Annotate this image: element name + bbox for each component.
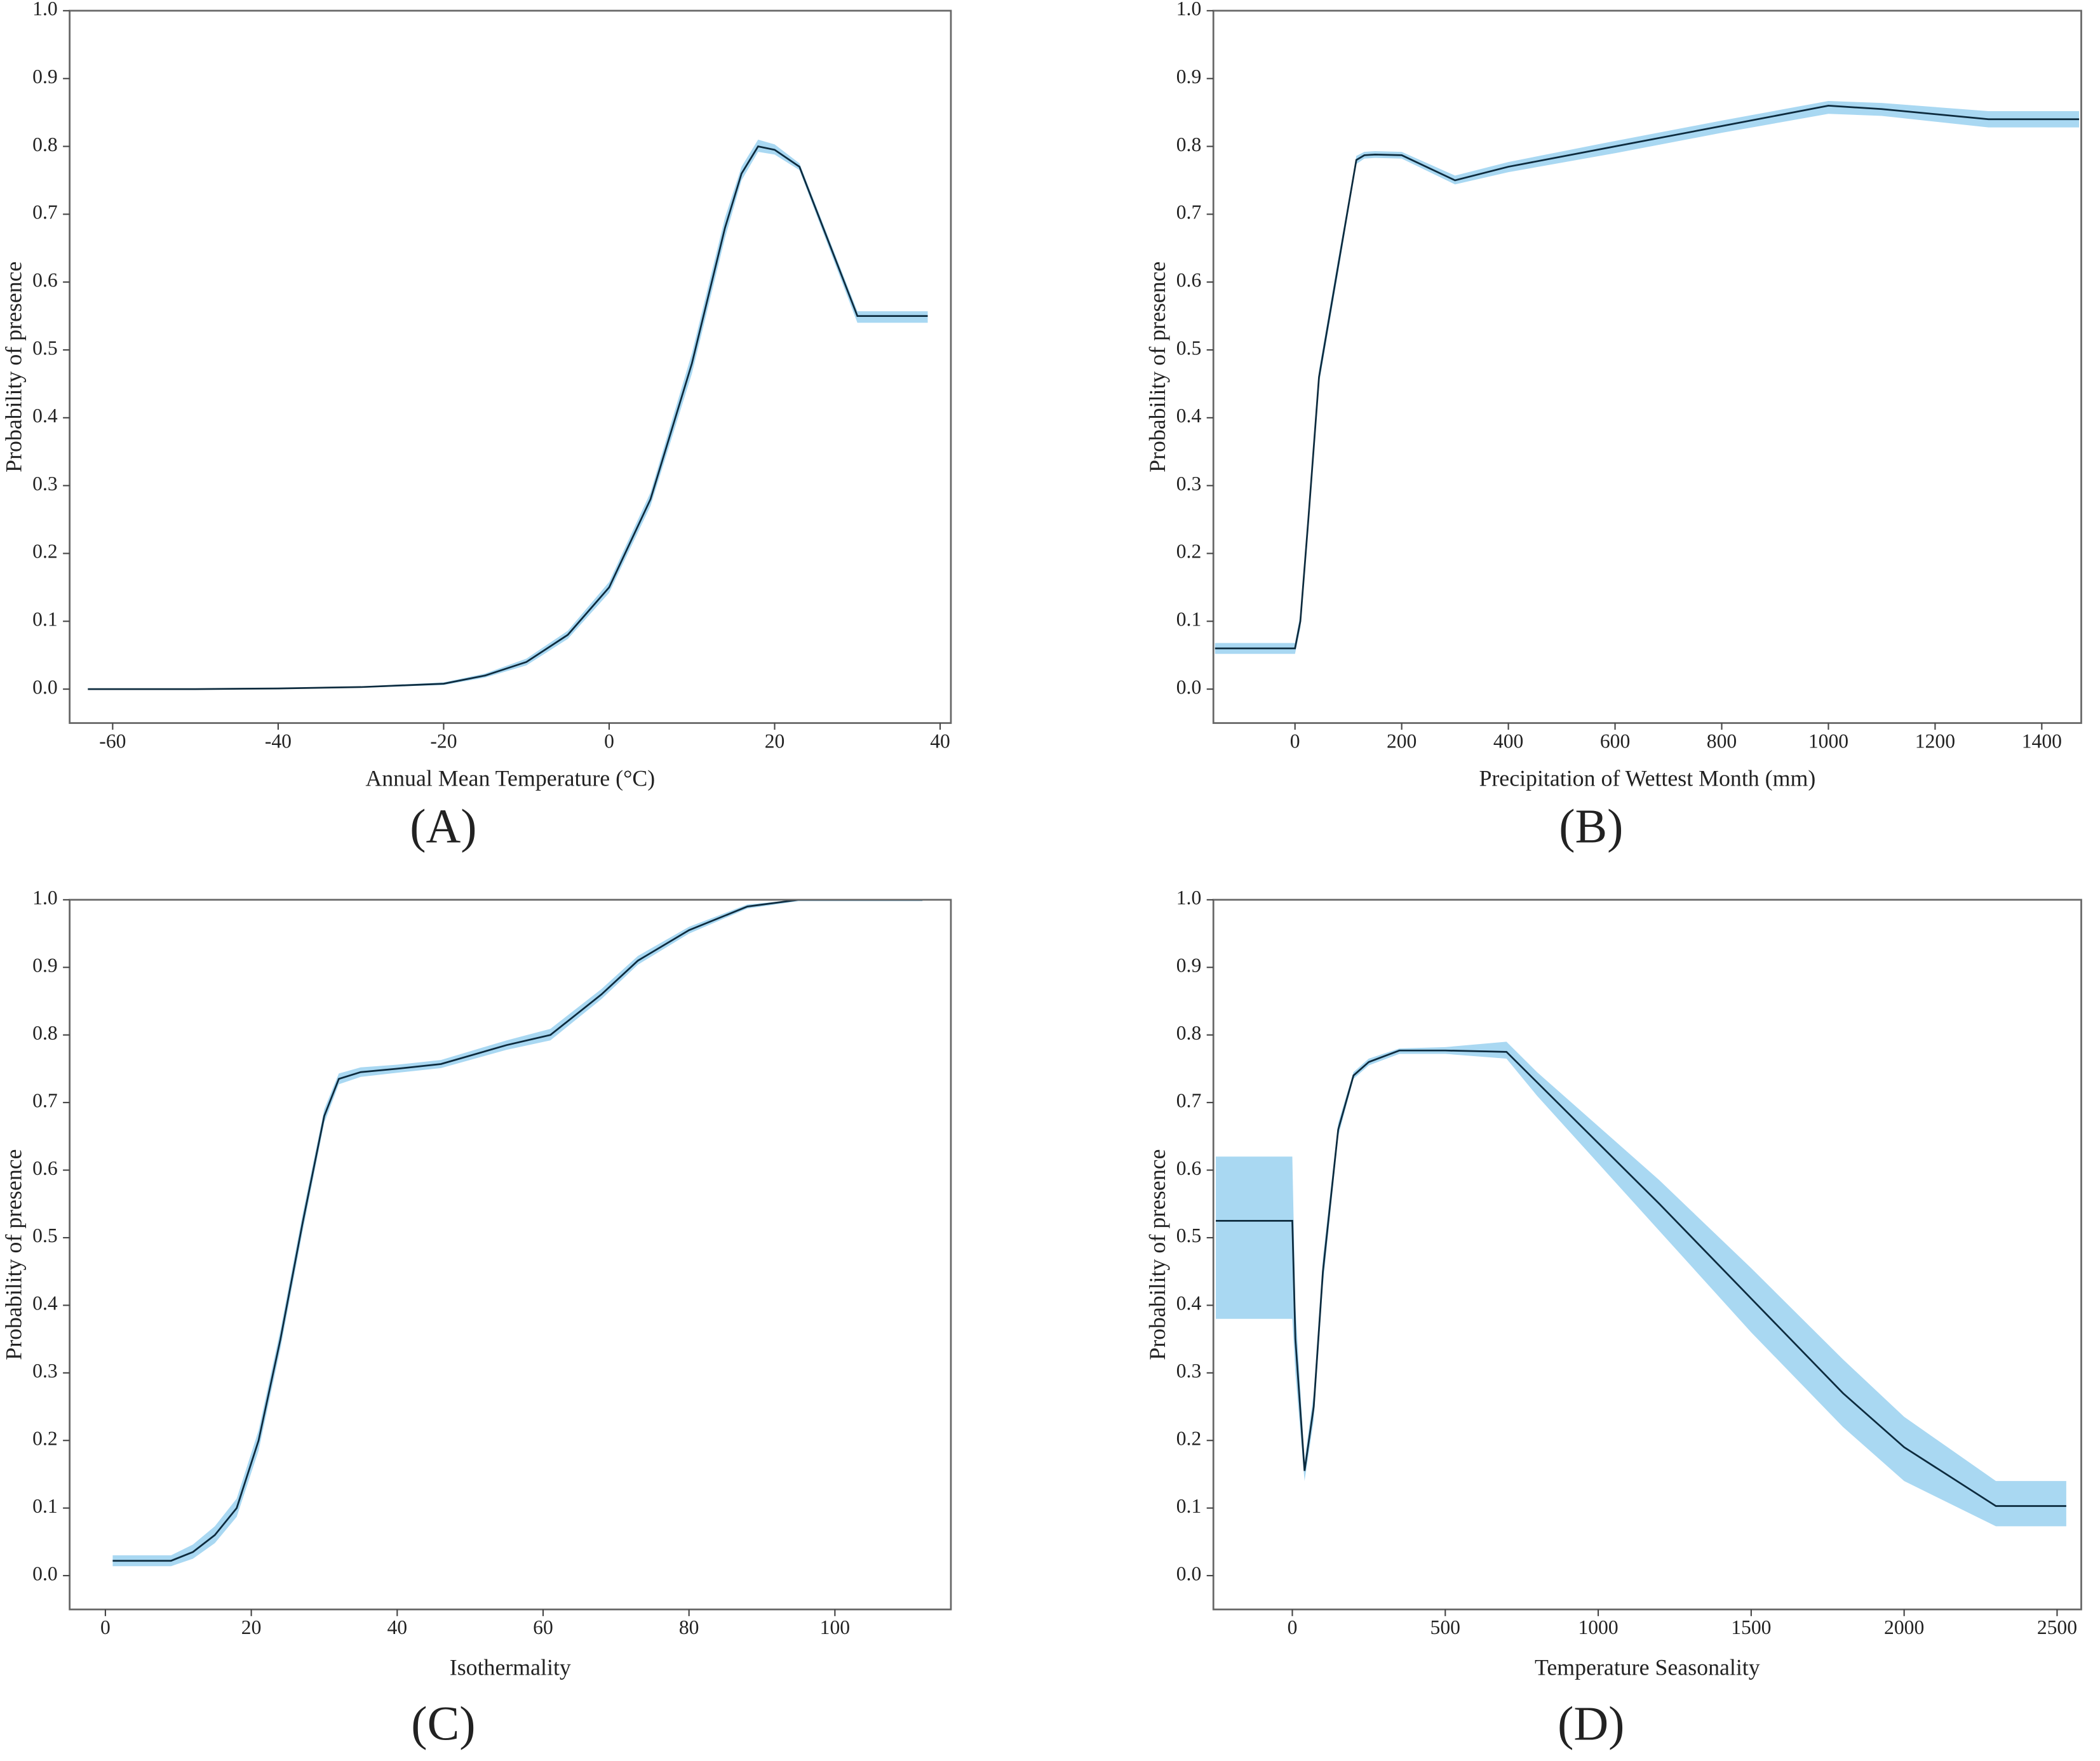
plot-frame — [1212, 10, 2082, 724]
y-tick-label: 0.5 — [1176, 337, 1202, 359]
x-tick-label: 800 — [1707, 730, 1737, 752]
y-tick-label: 0.5 — [32, 337, 58, 359]
y-tick-label: 0.8 — [1176, 1022, 1202, 1044]
plot-frame — [1212, 899, 2082, 1610]
y-tick-label: 0.6 — [32, 1157, 58, 1179]
x-tick-label: 500 — [1430, 1616, 1460, 1638]
x-tick-label: 1500 — [1731, 1616, 1771, 1638]
y-tick-label: 0.3 — [32, 472, 58, 495]
x-tick-label: 0 — [604, 730, 614, 752]
y-tick-label: 0.2 — [32, 1428, 58, 1450]
x-tick-label: 20 — [765, 730, 785, 752]
y-tick-label: 1.0 — [1176, 887, 1202, 909]
x-tick-label: 200 — [1387, 730, 1417, 752]
y-axis-label: Probability of presence — [1, 1149, 27, 1360]
x-tick-label: -40 — [265, 730, 292, 752]
y-tick-label: 0.6 — [1176, 1157, 1202, 1179]
x-tick-label: 20 — [241, 1616, 262, 1638]
x-tick-label: 600 — [1600, 730, 1630, 752]
y-tick-label: 0.8 — [32, 133, 58, 156]
x-tick-label: 1000 — [1578, 1616, 1618, 1638]
panel-label: (C) — [411, 1697, 475, 1750]
y-tick-label: 0.8 — [32, 1022, 58, 1044]
y-tick-label: 0.9 — [32, 954, 58, 977]
response-line — [1216, 1049, 2066, 1507]
y-tick-label: 0.7 — [1176, 1089, 1202, 1111]
confidence-band — [1215, 100, 2080, 654]
x-tick-label: 0 — [100, 1616, 111, 1638]
x-axis-label: Temperature Seasonality — [1535, 1654, 1760, 1680]
confidence-band — [112, 899, 923, 1567]
y-tick-label: 0.7 — [32, 201, 58, 224]
y-tick-label: 0.1 — [32, 1495, 58, 1517]
y-tick-label: 1.0 — [1176, 0, 1202, 20]
y-tick-label: 0.1 — [1176, 608, 1202, 631]
y-tick-label: 0.4 — [1176, 405, 1202, 427]
x-tick-label: -20 — [430, 730, 457, 752]
y-tick-label: 0.9 — [1176, 65, 1202, 88]
panel-label: (B) — [1559, 800, 1623, 854]
response-line — [1215, 105, 2080, 650]
y-tick-label: 0.4 — [1176, 1292, 1202, 1315]
response-line — [112, 899, 923, 1562]
y-tick-label: 0.0 — [32, 1562, 58, 1584]
x-axis-label: Isothermality — [450, 1654, 571, 1680]
y-tick-label: 0.7 — [1176, 201, 1202, 224]
confidence-band — [1216, 1041, 2066, 1527]
y-tick-label: 0.2 — [1176, 1428, 1202, 1450]
y-tick-label: 0.4 — [32, 1292, 58, 1315]
y-tick-label: 0.6 — [32, 269, 58, 291]
plot-frame — [69, 899, 952, 1610]
y-tick-label: 0.0 — [1176, 676, 1202, 698]
y-tick-label: 0.3 — [32, 1360, 58, 1382]
x-tick-label: 0 — [1288, 1616, 1298, 1638]
y-axis-label: Probability of presence — [1, 262, 27, 472]
x-tick-label: 80 — [679, 1616, 699, 1638]
y-tick-label: 0.2 — [1176, 540, 1202, 563]
x-tick-label: 2000 — [1884, 1616, 1924, 1638]
panel-label: (D) — [1558, 1697, 1624, 1750]
response-line — [88, 145, 928, 690]
x-tick-label: 40 — [387, 1616, 407, 1638]
panel-label: (A) — [410, 800, 476, 854]
y-tick-label: 0.3 — [1176, 472, 1202, 495]
x-tick-label: 400 — [1493, 730, 1523, 752]
y-tick-label: 0.2 — [32, 540, 58, 563]
y-tick-label: 0.1 — [32, 608, 58, 631]
x-tick-label: 2500 — [2037, 1616, 2077, 1638]
y-axis-label: Probability of presence — [1145, 1149, 1170, 1360]
y-tick-label: 0.5 — [1176, 1224, 1202, 1247]
x-tick-label: 0 — [1290, 730, 1300, 752]
y-tick-label: 0.0 — [32, 676, 58, 698]
x-tick-label: 100 — [820, 1616, 850, 1638]
y-tick-label: 0.3 — [1176, 1360, 1202, 1382]
y-tick-label: 0.6 — [1176, 269, 1202, 291]
y-tick-label: 0.9 — [1176, 954, 1202, 977]
x-tick-label: 40 — [930, 730, 950, 752]
y-tick-label: 1.0 — [32, 0, 58, 20]
confidence-band — [88, 139, 928, 690]
y-tick-label: 0.5 — [32, 1224, 58, 1247]
y-axis-label: Probability of presence — [1145, 262, 1170, 472]
y-tick-label: 0.0 — [1176, 1562, 1202, 1584]
y-tick-label: 0.1 — [1176, 1495, 1202, 1517]
x-tick-label: 60 — [533, 1616, 553, 1638]
x-tick-label: 1000 — [1808, 730, 1848, 752]
y-tick-label: 0.7 — [32, 1089, 58, 1111]
x-axis-label: Annual Mean Temperature (°C) — [365, 765, 655, 791]
y-tick-label: 0.9 — [32, 65, 58, 88]
x-tick-label: -60 — [99, 730, 126, 752]
plot-frame — [69, 10, 952, 724]
x-tick-label: 1400 — [2022, 730, 2062, 752]
y-tick-label: 0.4 — [32, 405, 58, 427]
x-tick-label: 1200 — [1915, 730, 1955, 752]
y-tick-label: 0.8 — [1176, 133, 1202, 156]
y-tick-label: 1.0 — [32, 887, 58, 909]
x-axis-label: Precipitation of Wettest Month (mm) — [1479, 765, 1815, 791]
